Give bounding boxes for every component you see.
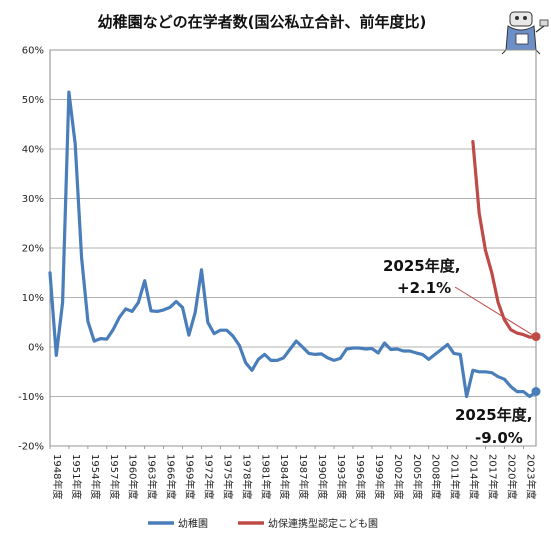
annotation-kindergarten-line2: -9.0% xyxy=(475,429,523,447)
x-tick-label: 1969年度 xyxy=(184,454,197,499)
series-endpoint-1 xyxy=(531,387,541,397)
x-tick-label: 1972年度 xyxy=(202,454,215,499)
x-tick-label: 1948年度 xyxy=(51,454,64,499)
x-tick-label: 1978年度 xyxy=(240,454,253,499)
series-line-1 xyxy=(48,90,538,399)
x-tick-label: 1984年度 xyxy=(278,454,291,499)
x-tick-label: 2008年度 xyxy=(430,454,443,499)
y-tick-label: 10% xyxy=(22,293,44,304)
x-tick-label: 1987年度 xyxy=(297,454,310,499)
x-tick-label: 2020年度 xyxy=(505,454,518,499)
y-tick-label: -10% xyxy=(18,392,44,403)
series-endpoint-2 xyxy=(531,332,541,342)
x-tick-label: 1963年度 xyxy=(146,454,159,499)
annotation-kodomoen-line2: +2.1% xyxy=(397,279,451,297)
series-layer xyxy=(48,90,541,399)
annotation-layer: 2025年度, +2.1% 2025年度, -9.0% xyxy=(383,257,532,447)
y-tick-label: 40% xyxy=(22,145,44,156)
y-tick-label: 50% xyxy=(22,95,44,106)
y-tick-label: 20% xyxy=(22,244,44,255)
x-tick-label: 1996年度 xyxy=(354,454,367,499)
x-tick-label: 1990年度 xyxy=(316,454,329,499)
x-tick-label: 2017年度 xyxy=(487,454,500,499)
x-tick-label: 2014年度 xyxy=(468,454,481,499)
x-tick-label: 1981年度 xyxy=(259,454,272,499)
x-tick-label: 2023年度 xyxy=(524,454,537,499)
grid-layer xyxy=(49,49,537,447)
x-tick-label: 1957年度 xyxy=(108,454,121,499)
x-tick-label: 1966年度 xyxy=(165,454,178,499)
x-tick-label: 1951年度 xyxy=(70,454,83,499)
legend-label-2: 幼保連携型認定こども園 xyxy=(268,517,378,530)
legend: 幼稚園 幼保連携型認定こども園 xyxy=(148,517,378,530)
x-tick-label: 1954年度 xyxy=(89,454,102,499)
x-tick-label: 1960年度 xyxy=(127,454,140,499)
chart-title: 幼稚園などの在学者数(国公私立合計、前年度比) xyxy=(98,13,427,31)
x-tick-label: 2011年度 xyxy=(449,454,462,499)
y-tick-label: -20% xyxy=(18,442,44,453)
x-tick-label: 1999年度 xyxy=(373,454,386,499)
series-line-2 xyxy=(471,140,538,339)
y-tick-label: 30% xyxy=(22,194,44,205)
mascot-illustration xyxy=(501,11,549,55)
annotation-kodomoen-line1: 2025年度, xyxy=(383,257,460,275)
y-tick-label: 60% xyxy=(22,46,44,57)
annotation-kindergarten-line1: 2025年度, xyxy=(455,406,532,424)
x-tick-label: 1993年度 xyxy=(335,454,348,499)
x-tick-label: 2005年度 xyxy=(411,454,424,499)
axis-layer: -20% -10% 0% 10% 20% 30% 40% 50% 60% 1948年度 1951年度… xyxy=(18,46,537,500)
x-tick-label: 2002年度 xyxy=(392,454,405,499)
legend-label-1: 幼稚園 xyxy=(178,517,208,530)
y-tick-label: 0% xyxy=(28,343,44,354)
annotation-kodomoen-leader xyxy=(454,286,533,336)
x-tick-label: 1975年度 xyxy=(221,454,234,499)
